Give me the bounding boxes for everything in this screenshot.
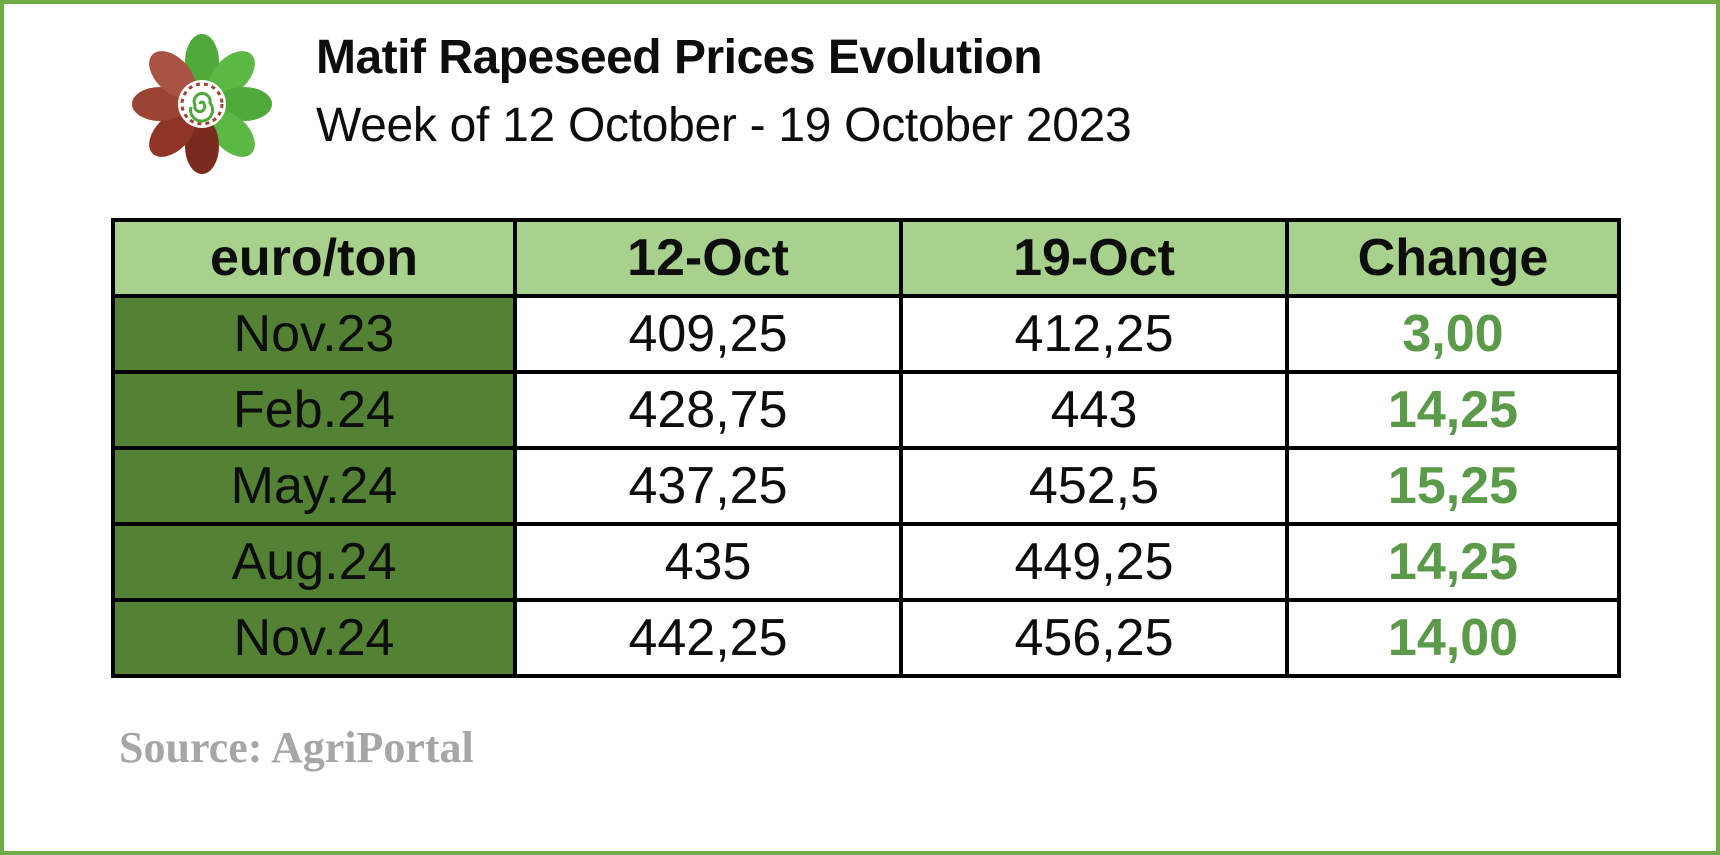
column-header-change: Change xyxy=(1285,218,1621,298)
contract-cell: Feb.24 xyxy=(111,370,517,450)
price-19-oct-cell: 456,25 xyxy=(899,598,1289,678)
table-row: Feb.24 428,75 443 14,25 xyxy=(111,370,1621,450)
source-note: Source: AgriPortal xyxy=(119,723,474,772)
price-19-oct-cell: 449,25 xyxy=(899,522,1289,602)
price-19-oct-cell: 443 xyxy=(899,370,1289,450)
change-cell: 14,25 xyxy=(1285,522,1621,602)
page-title: Matif Rapeseed Prices Evolution xyxy=(316,31,1043,84)
prices-table: euro/ton 12-Oct 19-Oct Change Nov.23 409… xyxy=(111,218,1621,678)
contract-cell: Nov.24 xyxy=(111,598,517,678)
contract-cell: Nov.23 xyxy=(111,294,517,374)
price-12-oct-cell: 428,75 xyxy=(513,370,903,450)
price-19-oct-cell: 412,25 xyxy=(899,294,1289,374)
page-subtitle: Week of 12 October - 19 October 2023 xyxy=(316,99,1132,152)
price-12-oct-cell: 437,25 xyxy=(513,446,903,526)
price-12-oct-cell: 435 xyxy=(513,522,903,602)
table-row: Aug.24 435 449,25 14,25 xyxy=(111,522,1621,602)
column-header-19-oct: 19-Oct xyxy=(899,218,1289,298)
contract-cell: Aug.24 xyxy=(111,522,517,602)
change-cell: 15,25 xyxy=(1285,446,1621,526)
table-row: Nov.24 442,25 456,25 14,00 xyxy=(111,598,1621,678)
column-header-12-oct: 12-Oct xyxy=(513,218,903,298)
flower-spiral-logo-icon xyxy=(132,34,272,174)
change-cell: 3,00 xyxy=(1285,294,1621,374)
table-row: Nov.23 409,25 412,25 3,00 xyxy=(111,294,1621,374)
price-12-oct-cell: 442,25 xyxy=(513,598,903,678)
price-19-oct-cell: 452,5 xyxy=(899,446,1289,526)
change-cell: 14,25 xyxy=(1285,370,1621,450)
column-header-unit: euro/ton xyxy=(111,218,517,298)
table-header-row: euro/ton 12-Oct 19-Oct Change xyxy=(111,218,1621,298)
price-12-oct-cell: 409,25 xyxy=(513,294,903,374)
contract-cell: May.24 xyxy=(111,446,517,526)
change-cell: 14,00 xyxy=(1285,598,1621,678)
table-row: May.24 437,25 452,5 15,25 xyxy=(111,446,1621,526)
